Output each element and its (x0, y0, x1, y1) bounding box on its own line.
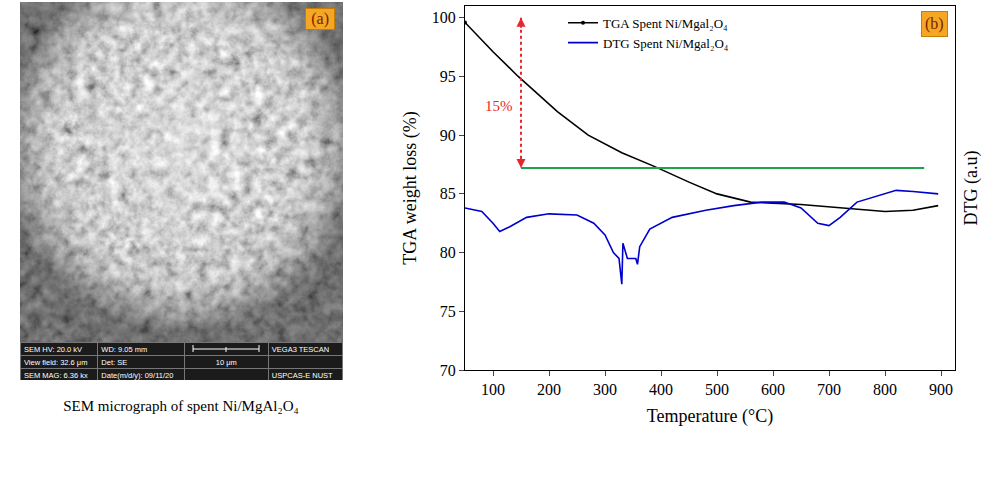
svg-text:DTG (a.u): DTG (a.u) (961, 151, 982, 226)
svg-text:600: 600 (761, 381, 785, 398)
svg-text:700: 700 (817, 381, 841, 398)
html-text:SEM HV: 20.0 kV: SEM HV: 20.0 kV (24, 344, 83, 354)
svg-text:100: 100 (432, 9, 456, 26)
svg-text:Temperature (°C): Temperature (°C) (647, 406, 773, 427)
html-text:10 μm: 10 μm (215, 357, 237, 367)
svg-text:500: 500 (705, 381, 729, 398)
svg-text:400: 400 (649, 381, 673, 398)
svg-text:800: 800 (873, 381, 897, 398)
svg-text:DTG Spent Ni/Mgal₂O₄: DTG Spent Ni/Mgal₂O₄ (603, 36, 729, 51)
svg-text:80: 80 (440, 244, 456, 261)
svg-text:200: 200 (537, 381, 561, 398)
html-text:USPCAS-E NUST: USPCAS-E NUST (271, 370, 333, 380)
svg-text:300: 300 (593, 381, 617, 398)
html-text:SEM MAG: 6.36 kx: SEM MAG: 6.36 kx (24, 370, 88, 380)
html-text:View field: 32.6 μm: View field: 32.6 μm (24, 357, 88, 367)
html-text:Date(m/d/y): 09/11/20: Date(m/d/y): 09/11/20 (101, 370, 174, 380)
svg-text:100: 100 (481, 381, 505, 398)
html-text:(a): (a) (311, 10, 329, 27)
svg-text:85: 85 (440, 185, 456, 202)
html-text:WD: 9.05 mm: WD: 9.05 mm (101, 344, 148, 354)
svg-text:95: 95 (440, 68, 456, 85)
svg-text:15%: 15% (485, 98, 513, 114)
svg-text:90: 90 (440, 127, 456, 144)
svg-text:900: 900 (929, 381, 953, 398)
svg-text:70: 70 (440, 362, 456, 379)
html-text:SEM micrograph of spent Ni/MgA: SEM micrograph of spent Ni/MgAl₂O₄ (63, 398, 299, 414)
svg-text:TGA Spent Ni/Mgal₂O₄: TGA Spent Ni/Mgal₂O₄ (603, 16, 728, 31)
svg-text:TGA weight loss (%): TGA weight loss (%) (400, 111, 421, 264)
html-text:Det: SE: Det: SE (101, 357, 128, 367)
svg-text:75: 75 (440, 303, 456, 320)
html-text:VEGA3 TESCAN: VEGA3 TESCAN (271, 344, 330, 354)
svg-text:(b): (b) (925, 15, 944, 33)
